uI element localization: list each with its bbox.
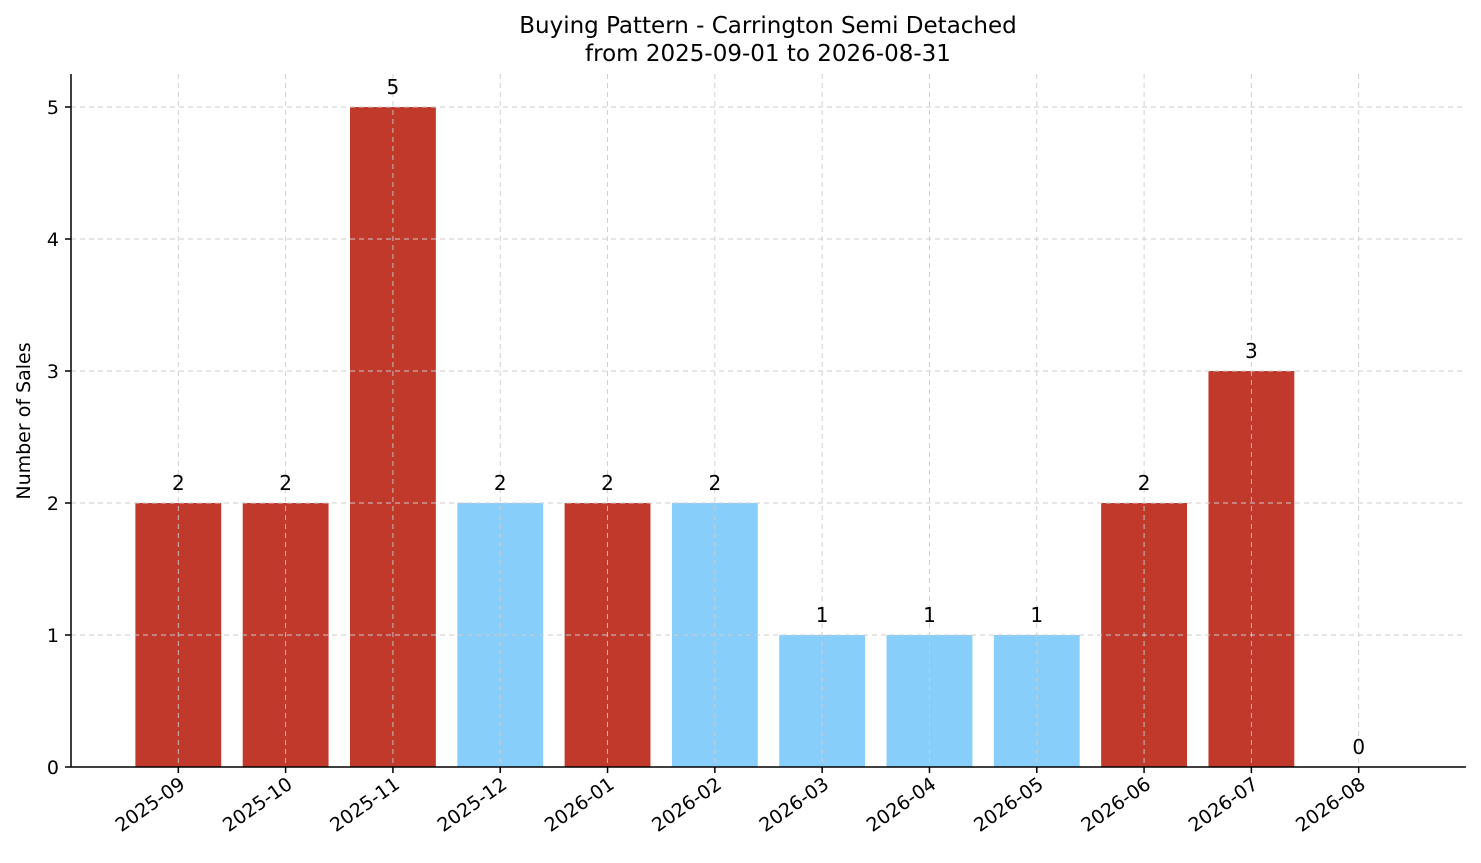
y-tick-label: 5: [47, 97, 59, 119]
data-labels: 2 2 5 2 2 2 1 1 1 2 3 0: [172, 75, 1365, 759]
data-label: 2: [1138, 471, 1151, 495]
x-tick-label: 2025-12: [433, 773, 511, 837]
x-tick-label: 2025-09: [112, 773, 190, 837]
chart-subtitle: from 2025-09-01 to 2026-08-31: [585, 41, 951, 67]
y-tick-label: 2: [47, 493, 59, 515]
x-tick-label: 2025-10: [219, 773, 297, 837]
y-tick-label: 1: [47, 625, 59, 647]
x-tick-label: 2026-07: [1185, 773, 1263, 837]
data-label: 2: [708, 471, 721, 495]
data-label: 1: [1030, 603, 1043, 627]
x-tick-label: 2026-08: [1292, 773, 1370, 837]
x-tick-label: 2026-03: [755, 773, 833, 837]
x-tick-label: 2026-05: [970, 773, 1048, 837]
data-label: 2: [279, 471, 292, 495]
data-label: 2: [172, 471, 185, 495]
chart-title: Buying Pattern - Carrington Semi Detache…: [519, 13, 1017, 39]
data-label: 1: [816, 603, 829, 627]
data-label: 0: [1352, 735, 1365, 759]
data-label: 3: [1245, 339, 1258, 363]
x-tick-label: 2026-01: [541, 773, 619, 837]
y-tick-label: 3: [47, 361, 59, 383]
grid: [71, 74, 1466, 767]
data-label: 2: [601, 471, 614, 495]
y-tick-label: 0: [47, 757, 59, 779]
x-tick-label: 2026-02: [648, 773, 726, 837]
data-label: 1: [923, 603, 936, 627]
x-tick-label: 2026-04: [863, 773, 941, 837]
y-axis-label: Number of Sales: [13, 342, 35, 499]
x-tick-label: 2025-11: [326, 773, 404, 837]
data-label: 5: [387, 75, 400, 99]
x-tick-label: 2026-06: [1077, 773, 1155, 837]
y-tick-label: 4: [47, 229, 59, 251]
data-label: 2: [494, 471, 507, 495]
